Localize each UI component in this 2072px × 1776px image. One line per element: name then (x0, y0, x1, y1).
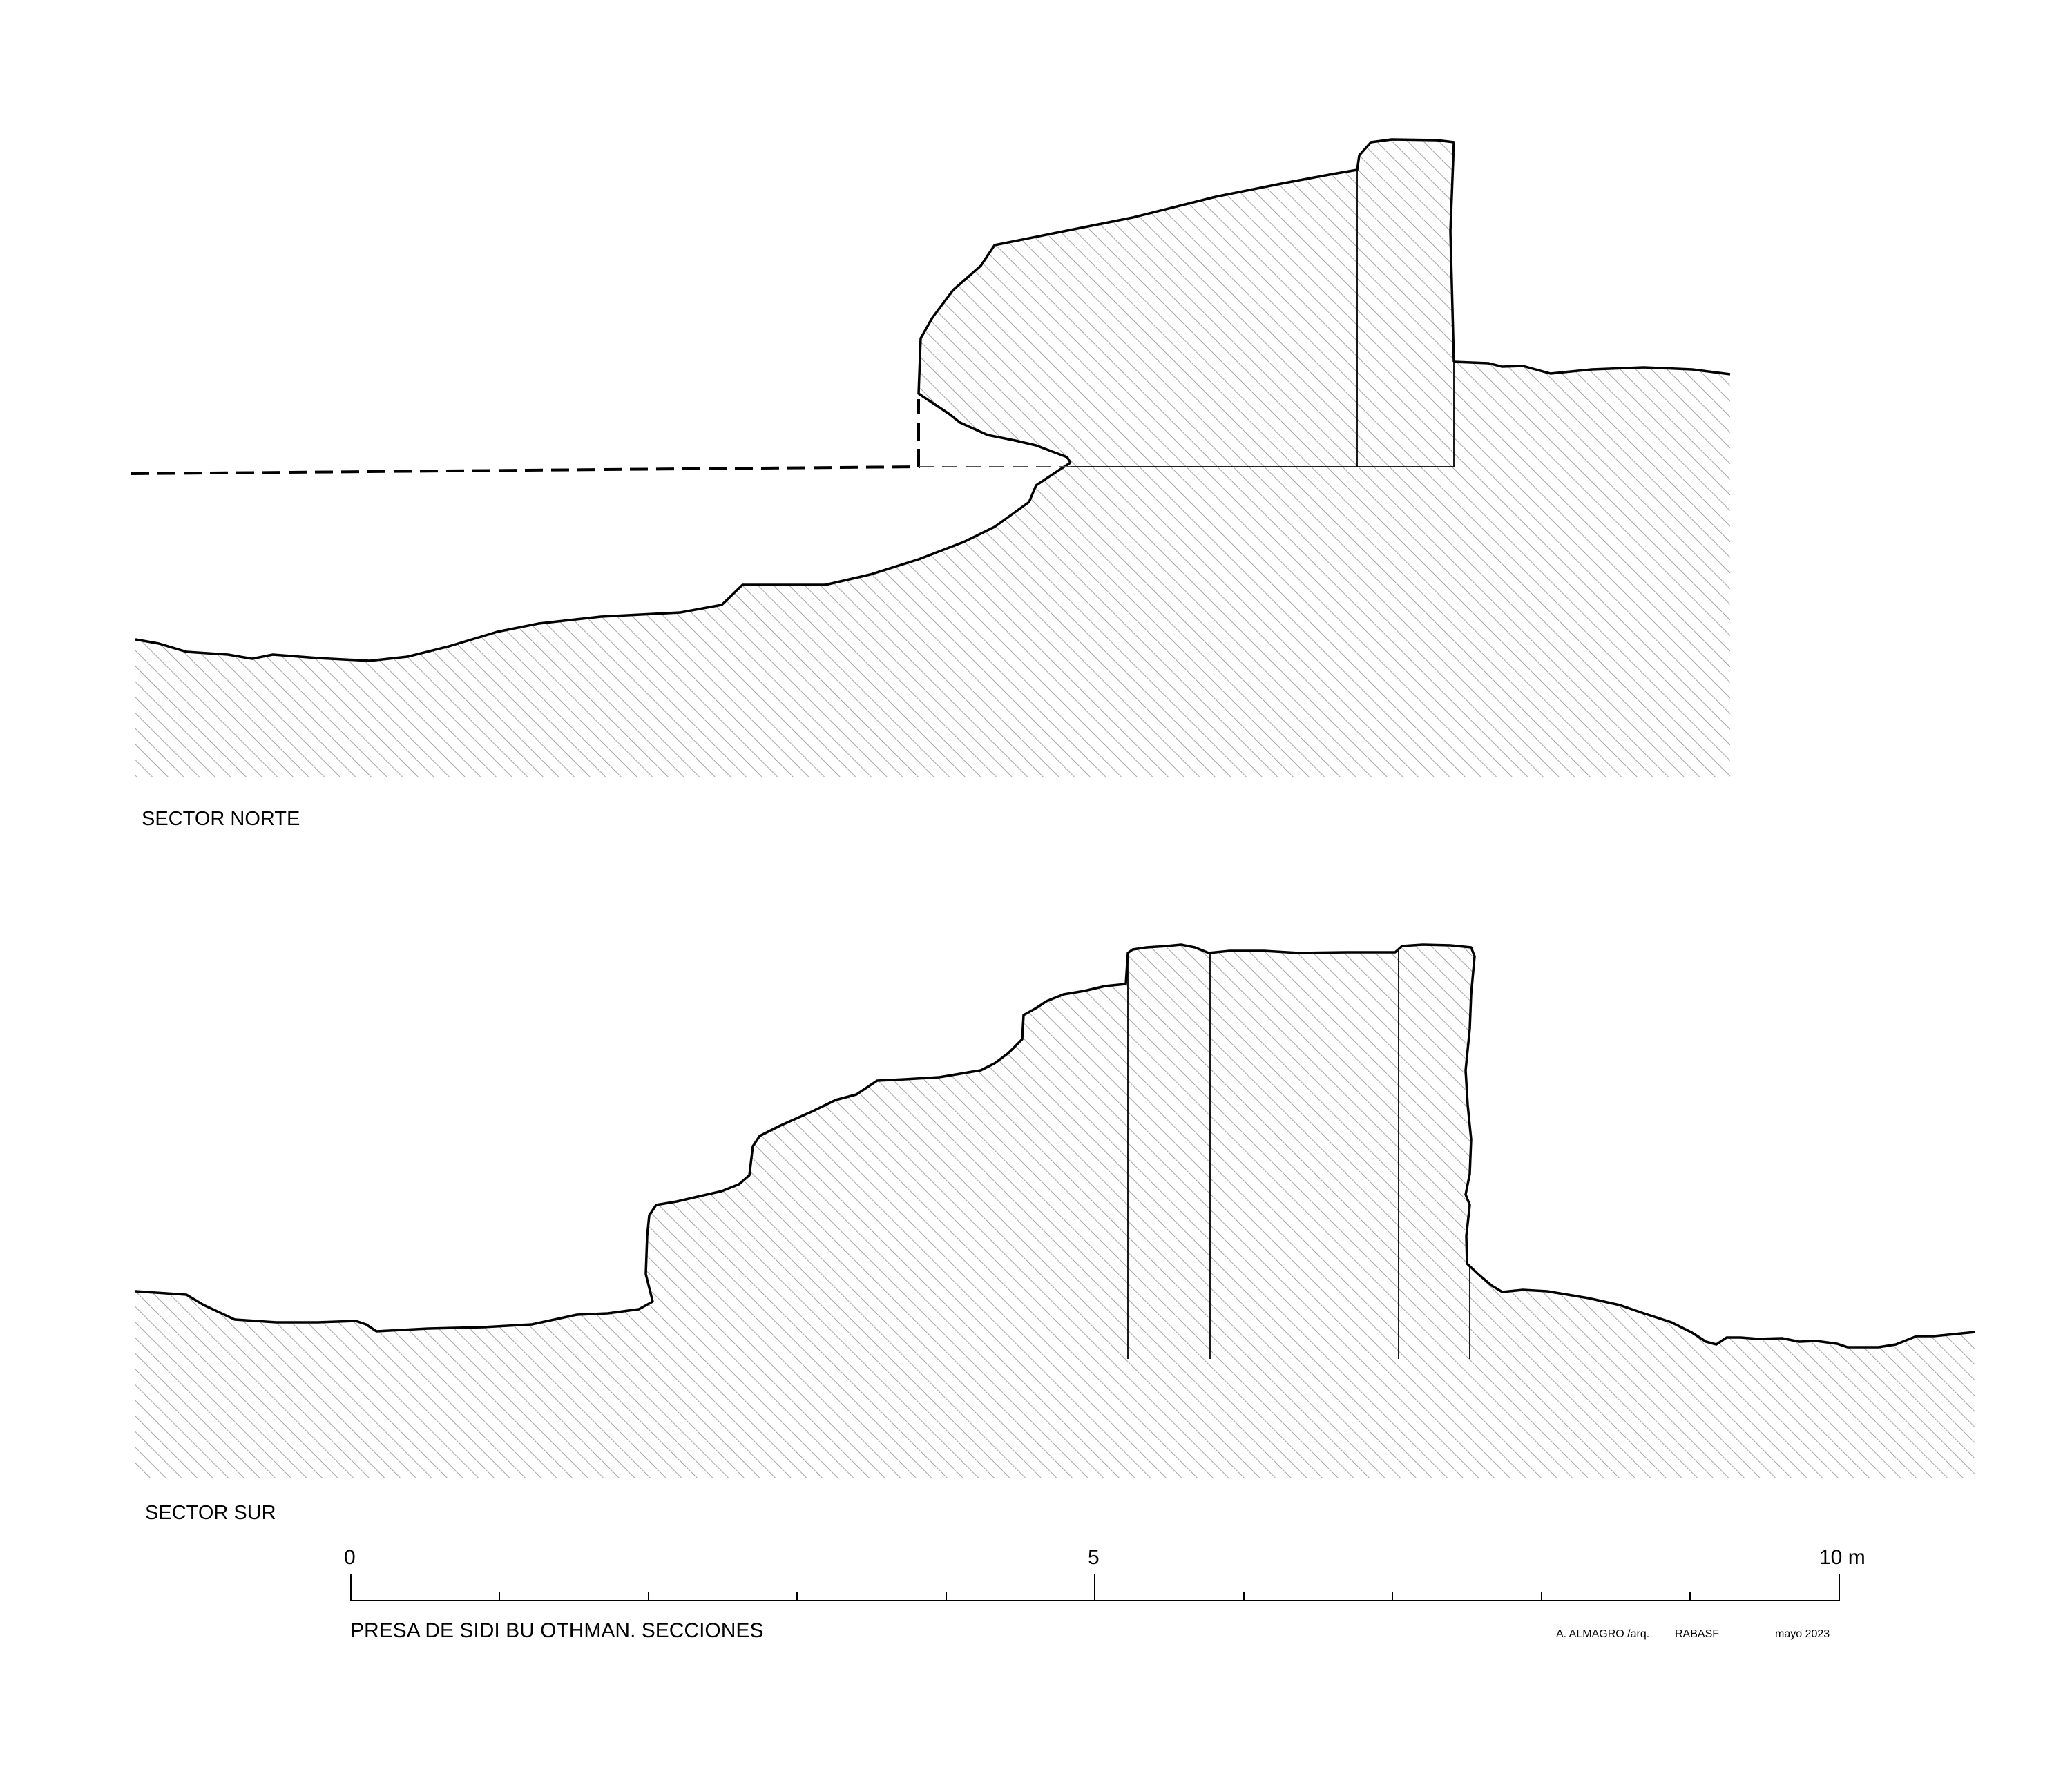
drawing-title: PRESA DE SIDI BU OTHMAN. SECCIONES (350, 1619, 764, 1642)
scale-bar (350, 1574, 1840, 1601)
scale-label-5: 5 (1088, 1546, 1100, 1569)
sector-norte-label: SECTOR NORTE (142, 808, 300, 830)
north-ground-profile-right (1453, 360, 1731, 376)
scale-label-0: 0 (344, 1546, 356, 1569)
north-ground-profile (135, 461, 1071, 662)
author-credit: A. ALMAGRO /arq. (1556, 1628, 1650, 1640)
north-ground-hatch (135, 362, 1730, 777)
institution-credit: RABASF (1675, 1628, 1720, 1640)
sector-norte-section (131, 138, 1731, 777)
south-ground-profile (135, 943, 1976, 1349)
south-ground-hatch (135, 945, 1975, 1478)
north-dam-outline (917, 138, 1455, 463)
north-water-level-dashed (131, 399, 920, 475)
sector-sur-label: SECTOR SUR (145, 1502, 276, 1524)
north-dam-body (919, 139, 1454, 463)
scale-label-10m: 10 m (1819, 1546, 1865, 1569)
drawing-date: mayo 2023 (1775, 1628, 1830, 1640)
sector-sur-section (135, 943, 1976, 1478)
